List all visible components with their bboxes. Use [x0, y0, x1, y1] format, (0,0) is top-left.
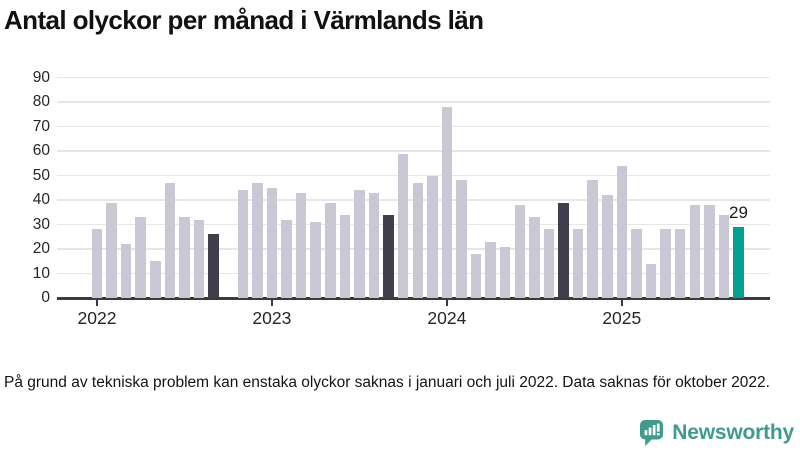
- bar-2025-04: [660, 229, 671, 298]
- newsworthy-logo: Newsworthy: [639, 419, 794, 447]
- bar-2023-09: [383, 214, 394, 298]
- bar-2022-05: [150, 261, 161, 298]
- latest-value-label: 29: [729, 203, 748, 222]
- y-axis-tick-label: 60: [32, 142, 50, 160]
- x-axis-tick-2025: [620, 299, 623, 306]
- y-axis-tick-label: 90: [32, 68, 50, 86]
- bar-2023-12: [427, 175, 438, 298]
- gridline-50: [57, 174, 770, 177]
- bar-2024-01: [441, 106, 453, 298]
- bar-2022-11: [237, 190, 248, 298]
- bar-2025-06: [689, 204, 700, 298]
- bar-2023-10: [397, 153, 409, 298]
- bar-2024-02: [456, 180, 467, 298]
- bar-2022-12: [252, 182, 263, 298]
- bar-2025-03: [645, 263, 657, 298]
- y-axis-tick-label: 20: [32, 240, 50, 257]
- bar-2022-07: [179, 217, 190, 298]
- bar-2025-08: [718, 214, 730, 298]
- gridline-90: [57, 76, 770, 79]
- bar-2024-07: [529, 217, 540, 298]
- gridline-70: [57, 125, 770, 128]
- bar-chart: 0 10 20 30 40 50 60 70 80 90 2022 2023 2024 2025 29: [32, 68, 770, 328]
- bar-2022-09: [208, 234, 219, 298]
- bar-2024-05: [499, 246, 511, 298]
- bar-2025-02: [631, 229, 642, 298]
- x-axis-tick-2022: [96, 299, 98, 306]
- bar-2024-03: [470, 253, 482, 298]
- x-axis-year-label: 2024: [427, 308, 467, 328]
- y-axis-tick-label: 30: [32, 215, 50, 233]
- y-axis-tick-label: 0: [41, 289, 50, 306]
- bar-2022-08: [193, 219, 205, 298]
- bar-2024-10: [572, 229, 584, 298]
- chart-title: Antal olyckor per månad i Värmlands län: [4, 5, 484, 35]
- bar-2024-08: [543, 229, 555, 298]
- bar-2023-03: [295, 192, 307, 298]
- bar-2025-07: [704, 204, 715, 298]
- bar-2022-01: [91, 229, 103, 298]
- y-axis-tick-label: 50: [32, 166, 50, 184]
- bar-2024-06: [514, 204, 525, 298]
- bar-2023-06: [339, 214, 351, 298]
- bar-2023-07: [354, 190, 365, 298]
- newsworthy-wordmark: Newsworthy: [672, 421, 794, 444]
- x-axis-tick-2024: [445, 299, 448, 306]
- bar-2022-03: [120, 244, 132, 298]
- gridline-80: [57, 101, 770, 103]
- bar-2025-05: [674, 229, 686, 298]
- y-axis-tick-label: 70: [32, 117, 50, 135]
- bar-2024-11: [587, 180, 598, 298]
- gridline-60: [57, 150, 770, 152]
- bar-2023-05: [325, 202, 336, 298]
- bar-chart-speech-bubble-icon: [639, 419, 664, 447]
- bar-2023-02: [281, 219, 292, 298]
- bar-2025-01: [616, 165, 628, 298]
- bar-2023-01: [266, 187, 278, 298]
- bar-2023-11: [412, 182, 423, 298]
- footnote: På grund av tekniska problem kan enstaka…: [4, 374, 770, 391]
- bar-2023-04: [310, 222, 321, 298]
- y-axis-tick-label: 40: [32, 191, 50, 209]
- y-axis-tick-label: 80: [32, 93, 50, 111]
- x-axis-year-label: 2022: [77, 308, 117, 328]
- bar-2024-04: [485, 241, 496, 298]
- bar-2024-09: [558, 202, 569, 298]
- bar-2022-04: [135, 217, 146, 298]
- x-axis-tick-2023: [270, 299, 273, 306]
- x-axis-year-label: 2025: [602, 308, 642, 328]
- bar-2024-12: [602, 195, 613, 298]
- bar-2022-06: [164, 182, 176, 298]
- bar-2023-08: [368, 192, 380, 298]
- x-axis-year-label: 2023: [252, 308, 292, 328]
- x-axis-line: [57, 297, 770, 300]
- bar-2022-02: [106, 202, 117, 298]
- bar-2025-09: [733, 227, 744, 298]
- y-axis-tick-label: 10: [32, 264, 50, 282]
